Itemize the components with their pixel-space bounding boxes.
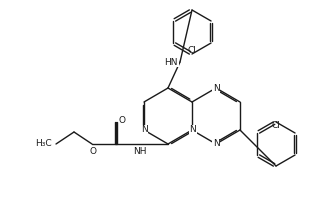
Text: HN: HN [165, 58, 178, 67]
Text: N: N [213, 139, 219, 149]
Text: N: N [213, 84, 219, 93]
Text: Cl: Cl [188, 46, 197, 55]
Text: N: N [141, 125, 147, 135]
Text: O: O [90, 148, 96, 156]
Text: H₃C: H₃C [35, 139, 52, 149]
Text: NH: NH [133, 148, 147, 156]
Text: N: N [190, 125, 196, 135]
Text: O: O [118, 115, 126, 125]
Text: Cl: Cl [272, 122, 281, 130]
